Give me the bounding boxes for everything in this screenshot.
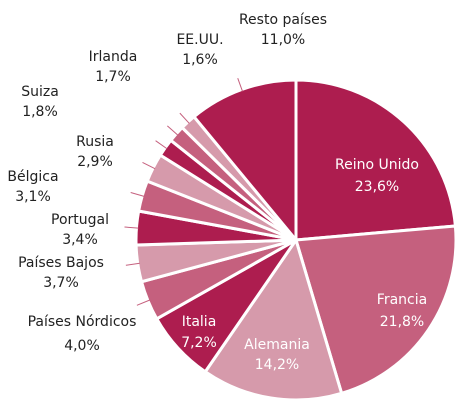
slice-label: Resto países [239, 12, 327, 28]
slice-label: Países Nórdicos [28, 314, 137, 330]
value-label: 3,4% [62, 232, 98, 248]
slice-label: Portugal [51, 212, 109, 228]
value-label: 23,6% [355, 179, 399, 195]
slice-label: Países Bajos [18, 255, 104, 271]
value-label: 3,1% [15, 189, 51, 205]
slice-label: Italia [182, 314, 217, 330]
value-label: 11,0% [261, 32, 305, 48]
leader-line [136, 299, 151, 306]
leader-line [167, 125, 179, 136]
value-label: 2,9% [77, 154, 113, 170]
pie-slice [294, 78, 457, 242]
leader-line [155, 140, 168, 150]
slice-label: Francia [377, 292, 427, 308]
slice-label: Alemania [244, 337, 310, 353]
leader-line [142, 161, 156, 170]
value-label: 14,2% [255, 357, 299, 373]
leader-line [130, 192, 145, 197]
leader-line [179, 112, 190, 124]
slice-label: EE.UU. [176, 32, 223, 48]
slice-label: Suiza [21, 84, 59, 100]
slice-label: Irlanda [89, 49, 138, 65]
value-label: 4,0% [64, 338, 100, 354]
slice-label: Reino Unido [335, 157, 419, 173]
value-label: 1,6% [182, 52, 218, 68]
leader-line [125, 262, 140, 266]
value-label: 21,8% [380, 314, 424, 330]
pie-slice [203, 236, 344, 402]
pie-slice [294, 224, 457, 396]
value-label: 3,7% [43, 275, 79, 291]
value-label: 1,7% [95, 69, 131, 85]
slice-label: Bélgica [7, 169, 58, 185]
value-label: 1,8% [22, 104, 58, 120]
leader-line [124, 226, 139, 229]
leader-line [237, 77, 243, 92]
value-label: 7,2% [181, 335, 217, 351]
slice-label: Rusia [76, 134, 114, 150]
